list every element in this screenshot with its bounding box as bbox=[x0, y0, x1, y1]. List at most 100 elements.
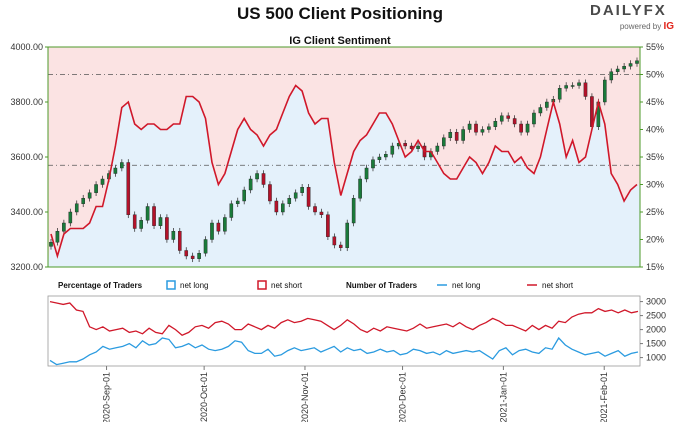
candle bbox=[281, 203, 285, 213]
candle bbox=[403, 143, 407, 147]
legend-pct-short-swatch bbox=[257, 280, 267, 290]
main-subtitle: IG Client Sentiment bbox=[289, 35, 391, 47]
candle bbox=[487, 126, 491, 130]
x-tick-label: 2020-Oct-01 bbox=[199, 372, 209, 422]
candle bbox=[55, 231, 60, 243]
candle bbox=[499, 115, 504, 122]
candle bbox=[557, 88, 562, 100]
candle bbox=[564, 85, 568, 89]
y-right-tick-label: 15% bbox=[646, 262, 664, 272]
y-right-tick-label: 20% bbox=[646, 235, 664, 245]
candle bbox=[171, 231, 176, 240]
candle bbox=[435, 145, 440, 152]
y-right-tick-label: 25% bbox=[646, 207, 664, 217]
candle bbox=[100, 178, 105, 185]
legend-pct-heading: Percentage of Traders bbox=[58, 281, 143, 290]
candle bbox=[448, 132, 453, 138]
candle bbox=[152, 206, 156, 226]
candle bbox=[442, 137, 446, 147]
candle bbox=[371, 159, 375, 169]
candle bbox=[210, 222, 214, 240]
candle bbox=[235, 200, 240, 204]
candle bbox=[319, 211, 324, 215]
candle bbox=[274, 200, 279, 213]
candle bbox=[461, 129, 465, 141]
legend-num-long-label: net long bbox=[452, 281, 480, 290]
legend-pct-short-label: net short bbox=[271, 281, 303, 290]
candle bbox=[306, 187, 311, 207]
candle bbox=[126, 162, 131, 215]
net-short-count-line bbox=[49, 300, 639, 336]
y-left-tick-label: 4000.00 bbox=[10, 42, 43, 52]
candle bbox=[293, 192, 298, 199]
candle bbox=[351, 198, 356, 224]
candle bbox=[145, 206, 150, 221]
x-tick-label: 2020-Sep-01 bbox=[102, 372, 112, 422]
candle bbox=[223, 217, 227, 232]
net-long-region bbox=[48, 85, 640, 267]
candle bbox=[300, 187, 304, 193]
candle bbox=[512, 118, 517, 125]
legend-pct-long-swatch bbox=[166, 280, 176, 290]
y-left-tick-label: 3800.00 bbox=[10, 97, 43, 107]
legend-num-short-label: net short bbox=[542, 281, 574, 290]
candle bbox=[94, 184, 98, 193]
candle bbox=[525, 123, 530, 133]
candle bbox=[577, 82, 581, 86]
candle bbox=[390, 145, 395, 155]
sub-y-tick-label: 1000 bbox=[646, 353, 666, 363]
y-right-tick-label: 50% bbox=[646, 70, 664, 80]
candle bbox=[248, 178, 253, 191]
candle bbox=[467, 123, 472, 130]
y-right-tick-label: 30% bbox=[646, 180, 664, 190]
candle bbox=[68, 211, 73, 224]
candle bbox=[81, 198, 85, 204]
candle bbox=[364, 167, 369, 180]
main-panel: 3200.00 3400.00 3600.00 3800.00 4000.00 15% 20… bbox=[10, 42, 664, 272]
sub-y-tick-label: 1500 bbox=[646, 339, 666, 349]
x-tick-label: 2021-Feb-01 bbox=[599, 372, 609, 422]
candle bbox=[332, 236, 337, 246]
dailyfx-logo: DAILYFX powered by IG bbox=[590, 2, 676, 36]
candle bbox=[628, 63, 633, 67]
candle bbox=[139, 220, 143, 229]
candle bbox=[203, 239, 208, 254]
candle bbox=[261, 173, 266, 185]
candle bbox=[190, 255, 195, 259]
candle bbox=[87, 192, 92, 199]
candle bbox=[519, 123, 523, 133]
candle bbox=[345, 222, 350, 248]
candle bbox=[377, 156, 382, 160]
candle bbox=[416, 145, 420, 149]
candle bbox=[538, 107, 543, 114]
y-left-tick-label: 3200.00 bbox=[10, 262, 43, 272]
candle bbox=[570, 85, 575, 87]
candle bbox=[49, 242, 53, 247]
candle bbox=[474, 123, 478, 133]
candle bbox=[229, 203, 234, 218]
net-long-pct-line bbox=[50, 84, 638, 259]
candle bbox=[622, 66, 626, 70]
candle bbox=[184, 250, 189, 257]
candle bbox=[635, 60, 639, 64]
candle bbox=[197, 253, 201, 259]
candle bbox=[384, 154, 388, 158]
candle bbox=[480, 129, 485, 133]
y-left-tick-label: 3400.00 bbox=[10, 207, 43, 217]
candle bbox=[287, 198, 292, 204]
candle bbox=[268, 184, 272, 202]
y-right-tick-label: 40% bbox=[646, 125, 664, 135]
chart-title: US 500 Client Positioning bbox=[237, 4, 443, 23]
candle bbox=[165, 217, 169, 240]
legend-pct-long-label: net long bbox=[180, 281, 208, 290]
candle bbox=[609, 71, 614, 81]
x-tick-label: 2020-Nov-01 bbox=[300, 372, 310, 422]
legend-num-heading: Number of Traders bbox=[346, 281, 418, 290]
candle bbox=[242, 189, 246, 202]
candle bbox=[358, 178, 362, 199]
y-left-tick-label: 3600.00 bbox=[10, 152, 43, 162]
candle bbox=[338, 244, 343, 248]
candle bbox=[603, 79, 607, 103]
legend: Percentage of Traders net long net short… bbox=[58, 280, 574, 290]
